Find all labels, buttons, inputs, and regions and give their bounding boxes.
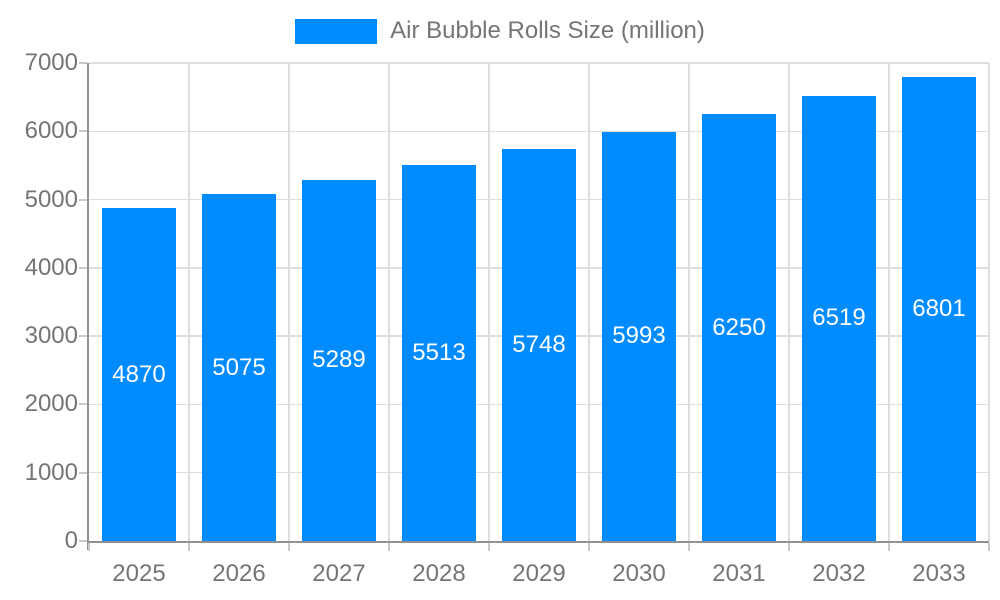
bar: 5289 <box>302 179 376 541</box>
y-axis-label: 7000 <box>24 49 78 76</box>
y-axis-label: 3000 <box>24 322 78 350</box>
bar: 6801 <box>902 76 976 541</box>
bar-value-label: 5289 <box>312 346 366 374</box>
legend-swatch-icon <box>295 18 378 44</box>
bar: 5075 <box>202 194 276 541</box>
x-axis-label: 2030 <box>612 560 666 587</box>
bar: 5748 <box>502 148 576 541</box>
y-axis-label: 5000 <box>24 185 78 213</box>
bar: 6250 <box>702 114 776 541</box>
x-axis-label: 2026 <box>212 560 266 587</box>
legend-label: Air Bubble Rolls Size (million) <box>390 17 705 44</box>
y-tick <box>79 130 87 133</box>
y-tick <box>79 403 87 406</box>
x-tick <box>588 543 590 551</box>
y-tick <box>79 540 87 542</box>
bar-value-label: 5075 <box>212 353 266 381</box>
bar-value-label: 5748 <box>512 330 566 358</box>
bar-value-label: 6801 <box>912 294 966 322</box>
x-axis-line <box>87 541 989 543</box>
x-tick <box>888 543 890 551</box>
y-axis-label: 0 <box>64 527 78 554</box>
gridline-vertical <box>588 63 590 541</box>
legend: Air Bubble Rolls Size (million) <box>0 17 1000 45</box>
bar: 5513 <box>402 164 476 541</box>
bar-value-label: 5993 <box>612 322 666 350</box>
x-axis-label: 2033 <box>912 560 966 587</box>
gridline-vertical <box>988 63 990 541</box>
x-tick <box>88 543 90 551</box>
x-axis-label: 2029 <box>512 560 566 587</box>
bar: 6519 <box>802 95 876 541</box>
y-axis-label: 6000 <box>24 117 78 145</box>
x-tick <box>788 543 790 551</box>
x-tick <box>688 543 690 551</box>
x-axis-label: 2028 <box>412 560 466 587</box>
bar-value-label: 5513 <box>412 338 466 366</box>
gridline-vertical <box>488 63 490 541</box>
x-tick <box>188 543 190 551</box>
y-tick <box>79 266 87 269</box>
y-axis-label: 2000 <box>24 390 78 418</box>
bar-value-label: 4870 <box>112 360 166 388</box>
y-tick <box>79 335 87 338</box>
y-axis-label: 4000 <box>24 253 78 281</box>
bar-value-label: 6250 <box>712 313 766 341</box>
y-tick <box>79 198 87 201</box>
gridline-vertical <box>688 63 690 541</box>
x-axis-label: 2032 <box>812 560 866 587</box>
x-tick <box>488 543 490 551</box>
gridline-vertical <box>188 63 190 541</box>
x-tick <box>388 543 390 551</box>
gridline-vertical <box>388 63 390 541</box>
bar: 4870 <box>102 208 176 541</box>
y-tick <box>79 62 87 64</box>
gridline-vertical <box>888 63 890 541</box>
x-tick <box>288 543 290 551</box>
plot-area: 4870 5075 5289 5513 5748 5993 6250 6519 6801 <box>89 62 990 541</box>
x-tick <box>988 543 990 551</box>
gridline-vertical <box>288 63 290 541</box>
y-axis-label: 1000 <box>24 458 78 486</box>
gridline-vertical <box>788 63 790 541</box>
y-tick <box>79 471 87 474</box>
y-axis-line <box>87 63 89 550</box>
bar-value-label: 6519 <box>812 304 866 332</box>
x-axis-label: 2025 <box>112 560 166 587</box>
x-axis-label: 2027 <box>312 560 366 587</box>
gridline-horizontal <box>89 62 989 64</box>
x-axis-label: 2031 <box>712 560 766 587</box>
bar: 5993 <box>602 131 676 541</box>
gridline-horizontal <box>89 130 989 133</box>
